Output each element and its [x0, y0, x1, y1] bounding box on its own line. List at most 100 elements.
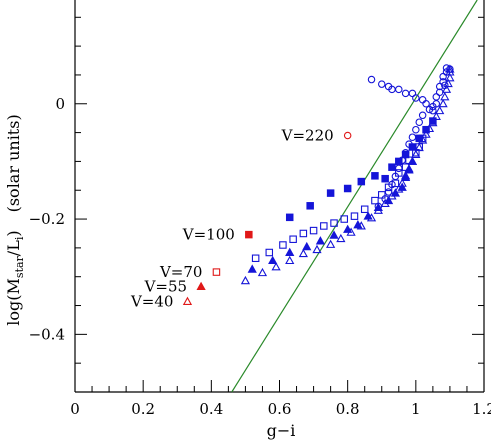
- annotation-label: V=55: [144, 278, 188, 296]
- data-point: [418, 95, 427, 104]
- data-point: [285, 255, 295, 265]
- data-point: [330, 219, 338, 227]
- annotation-marker: [245, 230, 253, 239]
- x-tick-label: 1: [411, 400, 421, 418]
- data-point: [357, 177, 366, 186]
- data-point: [380, 198, 390, 207]
- data-point: [401, 149, 410, 157]
- x-tick-label: 0.2: [131, 400, 155, 418]
- data-point: [400, 171, 411, 180]
- data-point: [247, 264, 257, 273]
- data-point: [408, 133, 417, 141]
- data-point: [306, 202, 314, 210]
- y-axis-label: log(Mstar/Li) (solar units): [4, 114, 26, 325]
- data-point: [326, 239, 336, 248]
- data-point: [432, 100, 441, 108]
- data-point: [408, 89, 417, 98]
- data-point: [405, 140, 413, 148]
- data-point: [298, 248, 308, 258]
- data-point: [404, 164, 414, 173]
- y-axis-label-mid: /L: [4, 240, 23, 256]
- data-point: [271, 262, 281, 271]
- data-point: [418, 135, 428, 144]
- data-point: [371, 172, 379, 180]
- y-tick-label: −0.2: [29, 210, 65, 228]
- annotation-label: V=40: [130, 292, 174, 310]
- data-point: [381, 195, 389, 203]
- data-point: [397, 178, 407, 187]
- annotation-label: V=100: [182, 226, 235, 244]
- data-point: [418, 134, 427, 143]
- annotation-marker: [182, 296, 193, 305]
- y-tick-label: −0.4: [29, 325, 65, 343]
- data-point: [414, 142, 424, 152]
- data-point: [445, 73, 455, 82]
- data-point: [422, 100, 430, 108]
- x-axis-label: g−i: [267, 421, 296, 440]
- data-point: [401, 89, 410, 98]
- axes: 0 0.2 0.4 0.6 0.8 1 1.2 −0.4 −0.2 0: [29, 0, 491, 418]
- x-tick-label: 0.6: [268, 400, 292, 418]
- data-point: [431, 111, 441, 120]
- data-point: [367, 75, 376, 84]
- data-point: [394, 184, 404, 193]
- data-point: [356, 221, 366, 230]
- data-point: [312, 244, 322, 254]
- annotation-label: V=70: [159, 263, 203, 281]
- data-point: [395, 164, 403, 173]
- x-tick-label: 0.8: [336, 400, 360, 418]
- y-axis-label-sub-i: i: [13, 236, 26, 240]
- data-point: [438, 98, 448, 108]
- y-axis-label-sub-star: star: [13, 255, 26, 278]
- data-point: [412, 94, 420, 102]
- data-point: [424, 123, 435, 133]
- data-point: [289, 235, 297, 243]
- annotation-marker: [212, 268, 221, 276]
- data-point: [395, 85, 403, 94]
- annotation-marker: [343, 131, 352, 140]
- data-point: [315, 236, 326, 245]
- data-point: [251, 254, 260, 263]
- data-point: [302, 241, 312, 251]
- y-axis-label-units: (solar units): [4, 114, 23, 212]
- x-tick-label: 1.2: [472, 400, 491, 418]
- data-point: [309, 226, 318, 235]
- data-point: [343, 184, 352, 193]
- data-point: [381, 174, 389, 183]
- data-point: [265, 248, 274, 257]
- data-point: [439, 78, 447, 86]
- data-point: [440, 92, 450, 101]
- data-point: [373, 205, 383, 214]
- data-point: [412, 125, 420, 134]
- data-point: [268, 255, 278, 265]
- data-point: [388, 163, 396, 171]
- y-tick-label: 0: [55, 95, 65, 113]
- data-point: [428, 117, 438, 127]
- data-point: [336, 233, 346, 243]
- data-point: [425, 105, 434, 114]
- data-point: [429, 106, 437, 115]
- data-point: [415, 118, 423, 126]
- data-point: [360, 205, 369, 214]
- data-point: [407, 156, 418, 165]
- y-axis-label-close: ): [4, 230, 23, 236]
- data-point: [377, 80, 386, 88]
- data-point: [279, 241, 287, 249]
- x-tick-label: 0.4: [199, 400, 223, 418]
- data-point: [285, 213, 294, 222]
- data-point: [398, 156, 406, 165]
- data-point: [299, 229, 308, 238]
- data-point: [435, 105, 445, 115]
- data-point: [435, 88, 444, 96]
- data-point: [441, 81, 449, 90]
- data-point: [374, 202, 383, 211]
- data-point: [432, 93, 441, 101]
- data-point: [384, 188, 393, 196]
- data-point: [320, 222, 328, 230]
- reference-line-layer: [231, 0, 478, 393]
- data-point: [240, 275, 251, 285]
- data-point: [421, 129, 431, 138]
- axis-labels: g−i log(Mstar/Li) (solar units): [4, 114, 295, 440]
- data-point: [442, 64, 451, 72]
